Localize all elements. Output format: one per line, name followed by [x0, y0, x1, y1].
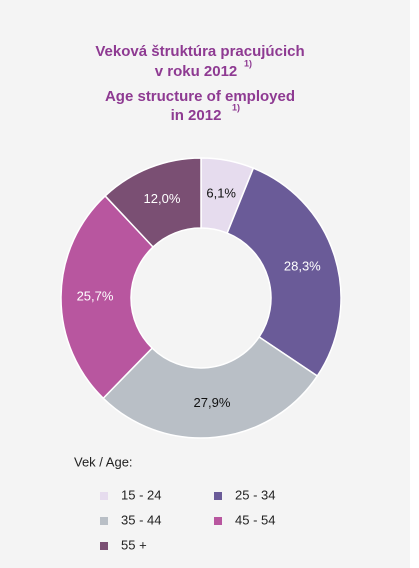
- data-label: 12,0%: [144, 191, 181, 206]
- data-label: 27,9%: [194, 395, 231, 410]
- legend-swatch: [100, 542, 108, 550]
- legend-swatch: [100, 517, 108, 525]
- margin: [410, 0, 419, 568]
- data-label: 6,1%: [206, 185, 236, 200]
- data-label: 25,7%: [77, 288, 114, 303]
- donut-segment: [102, 335, 319, 439]
- subtitle-line: in 2012: [171, 107, 222, 124]
- title-line: v roku 2012: [155, 63, 238, 80]
- legend-swatch: [100, 492, 108, 500]
- legend-label: 45 - 54: [235, 512, 275, 527]
- subtitle-note: 1): [232, 102, 240, 112]
- legend-label: 15 - 24: [121, 487, 161, 502]
- data-label: 28,3%: [284, 258, 321, 273]
- legend-swatch: [214, 517, 222, 525]
- donut-segment: [60, 194, 155, 400]
- donut-segment: [226, 167, 342, 378]
- subtitle-line: Age structure of employed: [105, 88, 295, 105]
- legend-label: 35 - 44: [121, 512, 161, 527]
- title-line: Veková štruktúra pracujúcich: [95, 43, 304, 60]
- legend-label: 25 - 34: [235, 487, 275, 502]
- legend-label: 55 +: [121, 537, 147, 552]
- legend-swatch: [214, 492, 222, 500]
- donut-segment: [104, 157, 202, 249]
- legend-title: Vek / Age:: [74, 454, 133, 469]
- title-note: 1): [244, 58, 252, 68]
